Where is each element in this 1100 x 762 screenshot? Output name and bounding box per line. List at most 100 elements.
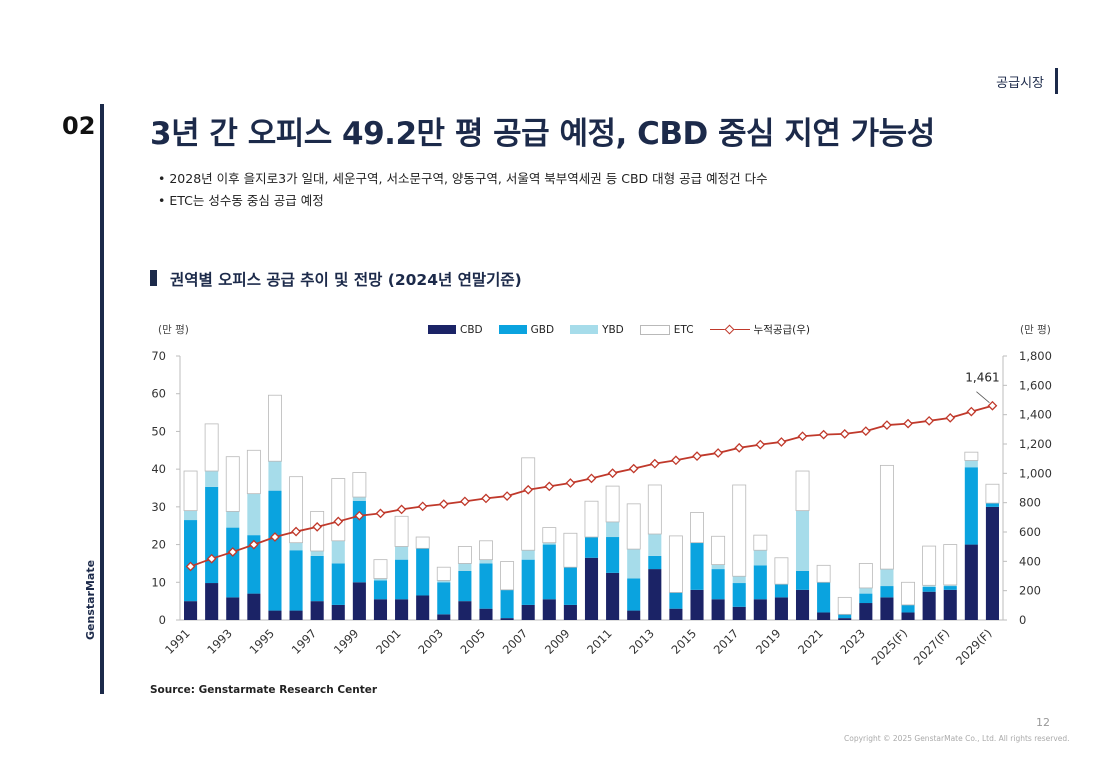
bar-ybd [247, 493, 261, 536]
cumulative-point [966, 406, 977, 417]
bar-cbd [395, 599, 409, 620]
bar-cbd [795, 589, 810, 620]
x-tick-label: 1993 [204, 626, 235, 657]
bar-ybd [922, 585, 936, 587]
bar-etc [774, 557, 789, 585]
bar-gbd [964, 467, 978, 545]
bar-ybd [648, 534, 662, 556]
source-note: Source: Genstarmate Research Center [150, 684, 378, 696]
bar-cbd [331, 604, 345, 620]
x-tick-label: 2005 [458, 626, 489, 657]
bar-etc [373, 559, 388, 579]
cumulative-point [818, 429, 829, 440]
bar-etc [331, 478, 346, 542]
y-right-tick-label: 1,200 [1019, 437, 1052, 451]
bar-gbd [226, 527, 240, 598]
bar-etc [246, 449, 261, 495]
cumulative-point [607, 468, 618, 479]
bar-cbd [247, 593, 261, 620]
cumulative-point [544, 481, 555, 492]
y-left-tick-label: 50 [151, 424, 166, 438]
cumulative-point [270, 532, 280, 542]
legend-label: ETC [673, 323, 694, 336]
bar-etc [204, 423, 219, 472]
bar-etc [352, 472, 367, 498]
bar-gbd [268, 490, 282, 611]
slide-number: 12 [1036, 716, 1050, 729]
bar-etc [668, 535, 683, 593]
y-left-tick-label: 40 [151, 462, 166, 476]
legend-label: 누적공급(우) [753, 324, 811, 336]
cumulative-point [628, 463, 639, 474]
cumulative-point [354, 510, 365, 521]
bar-ybd [627, 549, 641, 579]
legend-item-etc: ETC [639, 323, 694, 336]
bar-gbd [437, 582, 451, 615]
bar-ybd [289, 542, 303, 551]
subtitle-marker [150, 270, 157, 286]
y-left-tick-label: 10 [151, 575, 166, 589]
bar-gbd [627, 578, 641, 611]
bar-gbd [648, 555, 662, 570]
bar-etc [943, 544, 958, 586]
bar-cbd [627, 610, 641, 620]
y-right-tick-label: 1,600 [1019, 378, 1052, 392]
left-rule [100, 104, 104, 694]
bar-ybd [268, 461, 282, 491]
bar-cbd [310, 601, 324, 620]
bar-gbd [373, 580, 388, 600]
section-tag: 공급시장 [996, 76, 1044, 91]
bar-gbd [690, 542, 704, 590]
cumulative-point [713, 448, 723, 458]
copyright: Copyright © 2025 GenstarMate Co., Ltd. A… [844, 734, 1070, 743]
cumulative-point [987, 400, 998, 411]
cumulative-point [417, 501, 428, 512]
legend-label: GBD [530, 323, 555, 336]
bullet-list: 2028년 이후 을지로3가 일대, 세운구역, 서소문구역, 양동구역, 서울… [158, 168, 767, 212]
cumulative-point [460, 496, 470, 507]
bar-gbd [289, 550, 303, 611]
annotation-label: 1,461 [965, 371, 999, 385]
bar-gbd [817, 582, 831, 613]
bar-gbd [669, 592, 683, 609]
legend-item-cbd: CBD [428, 324, 483, 336]
bar-cbd [373, 599, 388, 620]
bar-etc [415, 536, 430, 549]
bar-etc [394, 515, 409, 547]
cumulative-point [438, 499, 449, 510]
x-tick-label: 2015 [669, 626, 700, 657]
bar-etc [690, 512, 704, 544]
x-tick-label: 1995 [246, 626, 277, 657]
bar-cbd [563, 604, 577, 620]
bar-cbd [205, 583, 219, 620]
bar-gbd [416, 548, 430, 596]
bar-cbd [985, 506, 999, 620]
y-right-tick-label: 1,800 [1019, 349, 1052, 363]
bar-cbd [437, 614, 451, 620]
bar-cbd [711, 599, 725, 620]
bar-ybd [859, 587, 873, 594]
bar-gbd [606, 537, 620, 573]
x-tick-label: 2019 [753, 626, 784, 657]
bar-ybd [542, 542, 556, 545]
cumulative-point [692, 451, 702, 462]
cumulative-point [924, 415, 935, 426]
bar-cbd [521, 604, 535, 620]
cumulative-point [185, 561, 196, 572]
cumulative-point [903, 418, 913, 429]
bar-gbd [901, 604, 915, 613]
bar-cbd [500, 618, 514, 620]
chart-legend: CBD GBD YBD ETC 누적공급(우) [428, 322, 826, 337]
cumulative-point [502, 491, 512, 501]
bar-gbd [943, 586, 957, 590]
x-tick-label: 2007 [500, 626, 531, 657]
bar-ybd [331, 540, 345, 564]
bar-cbd [669, 608, 683, 620]
cumulative-point [649, 458, 660, 469]
bar-ybd [880, 569, 894, 587]
bar-cbd [352, 582, 366, 620]
bar-gbd [563, 567, 577, 605]
bar-etc [753, 534, 768, 551]
chart-subtitle: 권역별 오피스 공급 추이 및 전망 (2024년 연말기준) [170, 271, 522, 289]
bar-cbd [774, 597, 788, 620]
